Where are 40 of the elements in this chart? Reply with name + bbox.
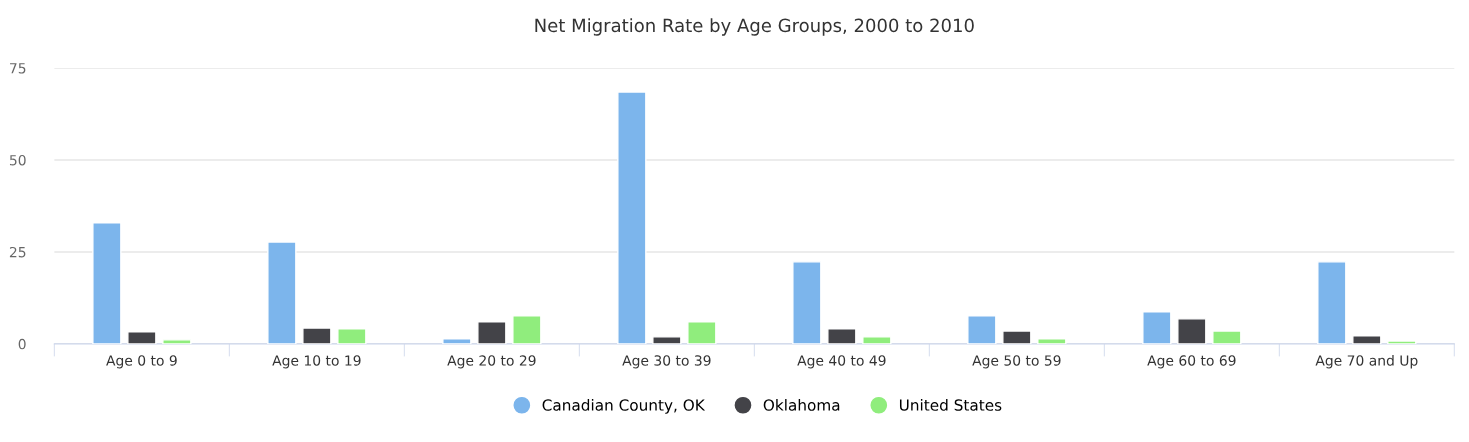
legend-label: Canadian County, OK: [542, 399, 706, 414]
legend-label: United States: [899, 399, 1002, 411]
y-tick-label: 75: [10, 63, 26, 74]
bar: [1387, 340, 1417, 344]
bar: [967, 315, 997, 344]
bar: [862, 336, 892, 344]
bar: [1002, 330, 1032, 344]
x-tick-label: Age 70 and Up: [1315, 354, 1418, 369]
bar: [302, 327, 332, 344]
bar: [162, 339, 192, 344]
y-tick-label: 50: [9, 154, 26, 166]
x-tick-label: Age 40 to 49: [797, 355, 886, 369]
bar: [267, 241, 297, 344]
x-tick-label: Age 0 to 9: [106, 355, 177, 369]
y-tick-label: 25: [9, 246, 26, 258]
x-tick-label: Age 60 to 69: [1147, 355, 1236, 369]
bar: [1352, 335, 1382, 344]
x-tick-label: Age 10 to 19: [272, 355, 361, 369]
bar: [792, 261, 822, 344]
bar: [1177, 318, 1207, 344]
bar: [617, 91, 647, 344]
bar: [687, 321, 717, 344]
bar: [1142, 311, 1172, 344]
bar: [827, 328, 857, 344]
bar: [1317, 261, 1347, 344]
bar: [442, 338, 472, 344]
bar: [337, 328, 367, 344]
bar: [92, 222, 122, 344]
bar: [1212, 330, 1242, 344]
y-tick-label: 0: [18, 338, 26, 350]
x-tick-label: Age 30 to 39: [622, 355, 711, 369]
bar: [652, 336, 682, 344]
bar: [477, 321, 507, 344]
x-tick-label: Age 50 to 59: [972, 355, 1061, 369]
bar: [512, 315, 542, 344]
x-tick-label: Age 20 to 29: [447, 355, 536, 369]
legend-label: Oklahoma: [763, 399, 840, 411]
chart-title: Net Migration Rate by Age Groups, 2000 to 2010: [535, 18, 974, 36]
bar: [127, 331, 157, 344]
bar: [1037, 338, 1067, 344]
